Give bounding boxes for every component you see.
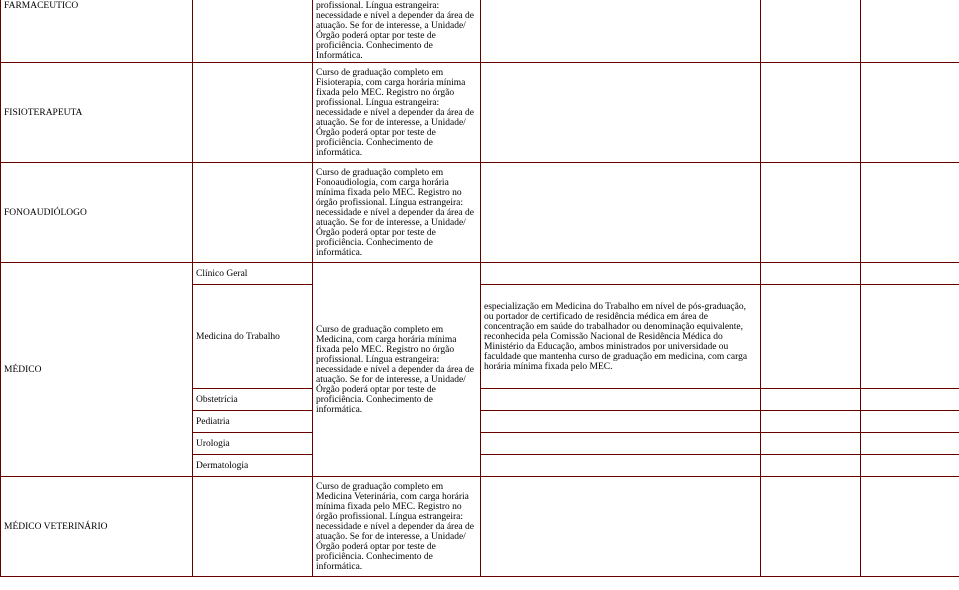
- sub-clinico: Clínico Geral: [193, 263, 313, 285]
- cell-empty: [861, 411, 959, 433]
- cell-empty: [861, 0, 959, 63]
- role-veterinario: MÉDICO VETERINÁRIO: [1, 477, 193, 577]
- extra-empty: [481, 477, 761, 577]
- role-medico: MÉDICO: [1, 263, 193, 477]
- cell-empty: [761, 411, 861, 433]
- sub-pediatria: Pediatria: [193, 411, 313, 433]
- cell-empty: [761, 455, 861, 477]
- sub-obstetricia: Obstetrícia: [193, 389, 313, 411]
- extra-empty: [481, 263, 761, 285]
- role-fonoaudiologo: FONOAUDIÓLOGO: [1, 163, 193, 263]
- cell-empty: [861, 285, 959, 389]
- cell-empty: [761, 477, 861, 577]
- cell-empty: [761, 163, 861, 263]
- sub-empty: [193, 63, 313, 163]
- extra-empty: [481, 63, 761, 163]
- cell-empty: [761, 389, 861, 411]
- extra-empty: [481, 411, 761, 433]
- cell-empty: [861, 477, 959, 577]
- role-fisioterapeuta: FISIOTERAPEUTA: [1, 63, 193, 163]
- cell-empty: [761, 285, 861, 389]
- cell-empty: [761, 433, 861, 455]
- cell-empty: [761, 63, 861, 163]
- cell-empty: [861, 433, 959, 455]
- cell-empty: [861, 263, 959, 285]
- req-medico: Curso de graduação completo em Medicina,…: [313, 263, 481, 477]
- req-fonoaudiologo: Curso de graduação completo em Fonoaudio…: [313, 163, 481, 263]
- sub-empty: [193, 0, 313, 63]
- cell-empty: [861, 389, 959, 411]
- sub-empty: [193, 163, 313, 263]
- extra-empty: [481, 163, 761, 263]
- sub-empty: [193, 477, 313, 577]
- role-farmaceutico: FARMACEUTICO: [1, 0, 193, 63]
- extra-empty: [481, 433, 761, 455]
- sub-urologia: Urologia: [193, 433, 313, 455]
- cell-empty: [861, 163, 959, 263]
- requirements-table: FARMACEUTICO profissional. Língua estran…: [0, 0, 959, 577]
- sub-dermatologia: Dermatologia: [193, 455, 313, 477]
- cell-empty: [861, 455, 959, 477]
- extra-empty: [481, 0, 761, 63]
- cell-empty: [861, 63, 959, 163]
- sub-trabalho: Medicina do Trabalho: [193, 285, 313, 389]
- extra-trabalho: especialização em Medicina do Trabalho e…: [481, 285, 761, 389]
- req-fisioterapeuta: Curso de graduação completo em Fisiotera…: [313, 63, 481, 163]
- extra-empty: [481, 455, 761, 477]
- cell-empty: [761, 263, 861, 285]
- req-veterinario: Curso de graduação completo em Medicina …: [313, 477, 481, 577]
- cell-empty: [761, 0, 861, 63]
- req-farmaceutico: profissional. Língua estrangeira: necess…: [313, 0, 481, 63]
- extra-empty: [481, 389, 761, 411]
